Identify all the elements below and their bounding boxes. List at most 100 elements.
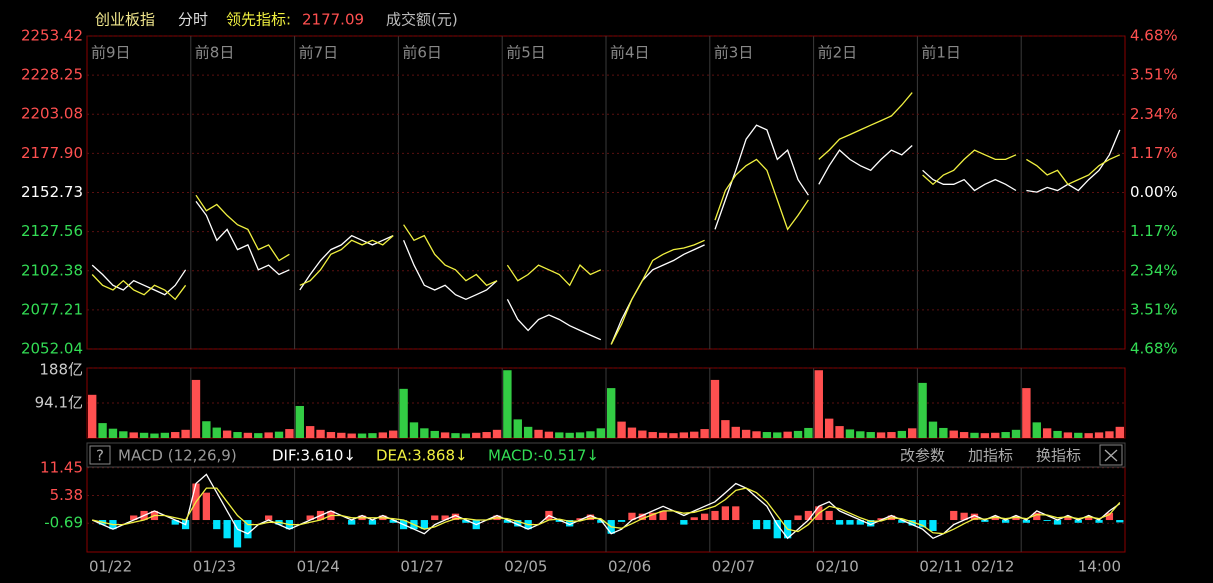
volume-bar (949, 430, 958, 438)
x-tick-label: 01/23 (193, 558, 236, 576)
close-button[interactable] (1099, 444, 1123, 466)
volume-bar (513, 419, 522, 438)
help-button[interactable] (89, 445, 111, 465)
macd-bar (233, 520, 242, 548)
macd-bar (950, 510, 958, 521)
macd-bar (441, 515, 449, 521)
volume-bar (139, 432, 149, 438)
volume-bar (378, 432, 388, 438)
mode[interactable]: 分时 (178, 11, 208, 29)
macd-bar (700, 513, 709, 521)
macd-bar (213, 520, 221, 530)
volume-bar (876, 432, 886, 438)
macd-bar (1033, 512, 1041, 521)
y-tick-label: 2077.21 (21, 300, 83, 318)
day-label: 前3日 (714, 44, 754, 62)
macd-bar (617, 520, 626, 522)
macd-bar (223, 520, 231, 539)
y-tick-label: -0.69 (44, 514, 83, 532)
macd-bar (773, 520, 781, 539)
volume-bar (316, 429, 325, 438)
volume-bar (492, 429, 502, 438)
volume-bar (150, 433, 159, 438)
macd-bar (628, 512, 636, 521)
y-tick-label: 2052.04 (21, 340, 83, 358)
macd-bar (649, 512, 657, 521)
y2-tick-label: 2.34% (1130, 261, 1178, 279)
macd-button[interactable]: 加指标 (968, 447, 1013, 465)
volume-bar (638, 430, 647, 438)
volume-bar (835, 426, 844, 438)
y2-tick-label: 0.00% (1130, 183, 1178, 201)
y-tick-label: 2127.56 (21, 222, 83, 240)
volume-bar (1042, 428, 1052, 438)
macd-bar (991, 516, 999, 521)
volume-bar (731, 426, 740, 438)
macd-bar (1105, 512, 1114, 521)
macd-button[interactable]: 换指标 (1036, 447, 1081, 465)
help-icon[interactable]: ? (96, 447, 104, 465)
macd-bar (825, 510, 833, 521)
macd-bar (1064, 517, 1072, 521)
macd-bar (1012, 516, 1020, 521)
macd-button[interactable]: 改参数 (900, 447, 945, 465)
volume-bar (959, 432, 969, 438)
volume-bar (1001, 432, 1010, 438)
volume-bar (482, 432, 491, 438)
index-name: 创业板指 (95, 11, 155, 29)
volume-label: 成交额(元) (386, 11, 458, 29)
volume-bar (274, 431, 284, 438)
volume-bar (980, 433, 990, 438)
volume-bar (534, 429, 543, 438)
macd-bar (1095, 520, 1103, 523)
macd-bar (503, 520, 512, 523)
indicator-label: 领先指标: (226, 11, 291, 29)
volume-bar (845, 429, 855, 438)
volume-bar (575, 432, 585, 438)
volume-bar (700, 429, 709, 438)
day-label: 前7日 (299, 44, 339, 62)
volume-bar (222, 430, 232, 438)
macd-status: MACD:-0.517↓ (488, 447, 599, 465)
macd-bar (680, 520, 688, 525)
volume-bar (721, 420, 730, 438)
macd-bar (348, 520, 356, 525)
macd-bar (244, 520, 252, 539)
day-label: 前4日 (610, 44, 650, 62)
x-tick-label: 02/07 (712, 558, 755, 576)
y2-tick-label: 2.34% (1130, 105, 1178, 123)
volume-bar (285, 429, 294, 438)
x-tick-label: 01/22 (89, 558, 132, 576)
macd-bar (659, 510, 667, 521)
macd-status: DEA:3.868↓ (376, 447, 468, 465)
macd-bar (1053, 520, 1062, 525)
volume-bar (472, 432, 481, 438)
macd-bar (514, 520, 522, 527)
macd-bar (420, 520, 428, 530)
volume-bar (1022, 388, 1031, 438)
volume-bar (181, 429, 190, 438)
y-tick-label: 2228.25 (21, 66, 83, 84)
volume-bar (814, 370, 823, 438)
volume-bar (160, 432, 170, 438)
macd-bar (1085, 517, 1093, 521)
day-label: 前1日 (921, 44, 961, 62)
volume-bar (617, 421, 626, 438)
close-icon[interactable] (1104, 449, 1118, 462)
volume-bar (409, 422, 419, 438)
volume-bar (202, 421, 211, 438)
volume-bar (98, 423, 107, 438)
macd-bar (1074, 520, 1082, 523)
indicator-value: 2177.09 (302, 11, 364, 29)
day-label: 前9日 (91, 44, 131, 62)
volume-bar (928, 421, 938, 438)
volume-bar (741, 429, 751, 438)
volume-bar (586, 431, 595, 438)
y-tick-label: 94.1亿 (35, 393, 83, 411)
macd-bar (732, 506, 740, 521)
y-tick-label: 2102.38 (21, 261, 83, 279)
y-tick-label: 2152.73 (21, 183, 83, 201)
volume-bar (264, 432, 273, 438)
volume-bar (783, 431, 792, 438)
volume-bar (254, 433, 263, 438)
